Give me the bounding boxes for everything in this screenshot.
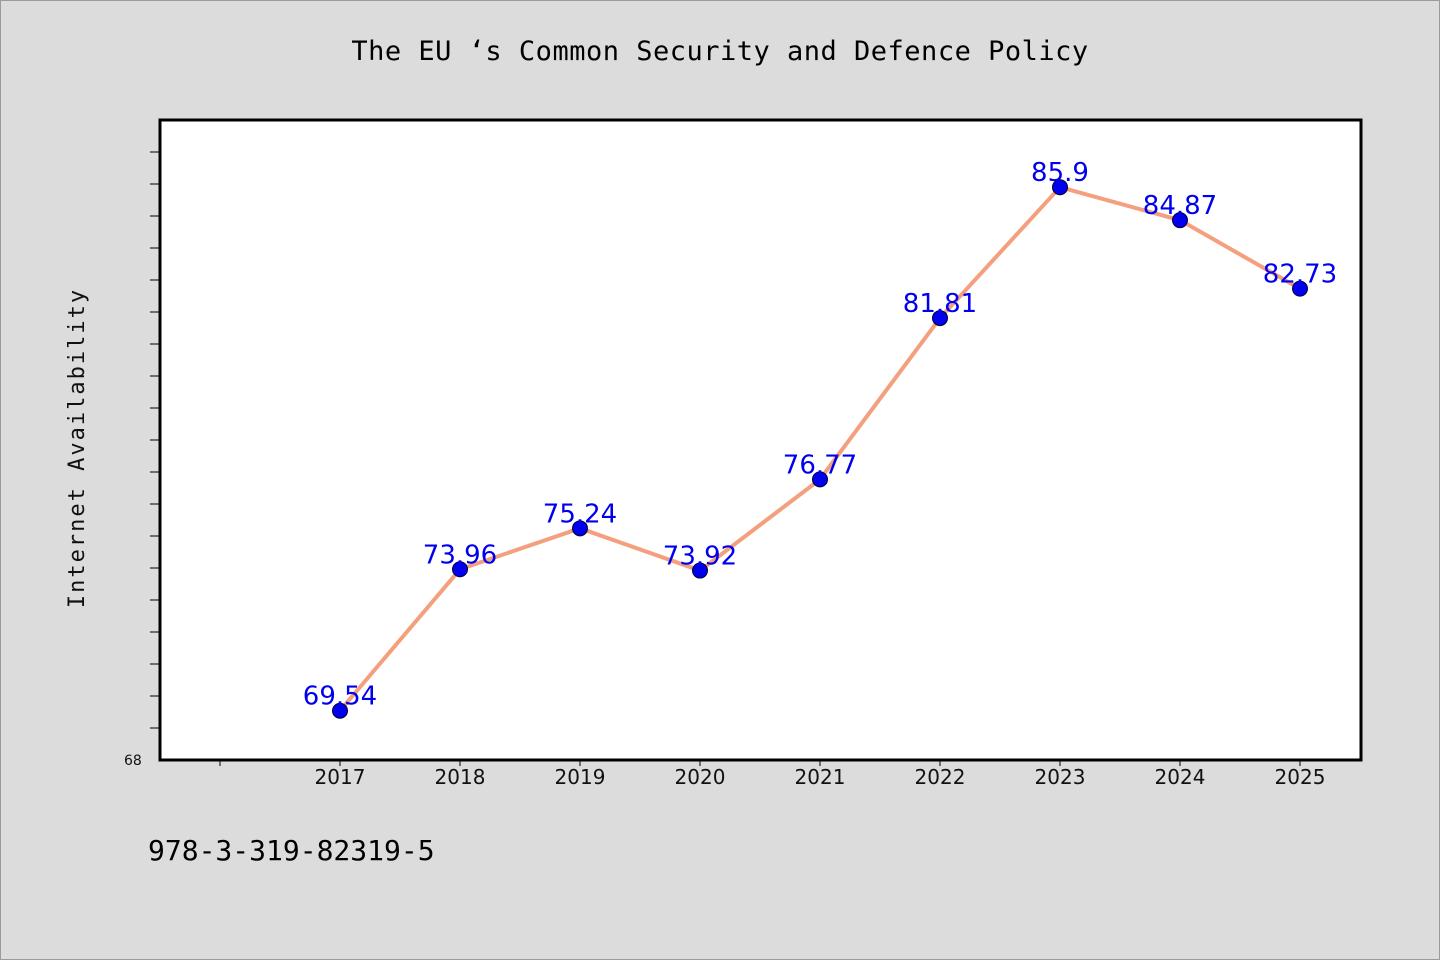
data-label: 73.92 — [663, 542, 737, 572]
x-tick-label: 2023 — [1035, 765, 1086, 789]
x-tick-label: 2022 — [915, 765, 966, 789]
x-tick-label: 2017 — [315, 765, 366, 789]
x-tick-label: 2018 — [435, 765, 486, 789]
data-label: 84.87 — [1143, 191, 1217, 221]
data-point — [1172, 212, 1188, 229]
data-point — [452, 561, 468, 578]
data-point — [812, 471, 828, 488]
data-point — [572, 520, 588, 537]
data-point — [932, 310, 948, 327]
series-markers — [332, 179, 1308, 719]
x-tick-label: 2025 — [1275, 765, 1326, 789]
data-point — [692, 562, 708, 579]
y-tick-label-min: 68 — [124, 753, 142, 769]
data-label: 69.54 — [303, 682, 377, 712]
data-label: 82.73 — [1263, 260, 1337, 290]
data-labels: 69.54 73.96 75.24 73.92 76.77 81.81 85.9 84.87 8… — [303, 158, 1337, 712]
x-axis-ticks: 2017 2018 2019 2020 2021 2022 2023 2024 2025 — [219, 760, 1326, 789]
data-point — [332, 702, 348, 719]
y-axis-ticks — [150, 151, 160, 729]
x-tick-label: 2021 — [795, 765, 846, 789]
data-label: 75.24 — [543, 499, 617, 529]
data-point — [1052, 179, 1068, 196]
x-tick-label: 2019 — [555, 765, 606, 789]
data-point — [1292, 280, 1308, 297]
x-tick-label: 2020 — [675, 765, 726, 789]
footer-note: 978-3-319-82319-5 — [148, 834, 435, 867]
x-tick-label: 2024 — [1155, 765, 1206, 789]
data-label: 81.81 — [903, 289, 977, 319]
plot-area — [158, 118, 1363, 762]
y-axis-label: Internet Availability — [65, 288, 90, 608]
data-label: 85.9 — [1031, 158, 1089, 188]
data-label: 76.77 — [783, 450, 857, 480]
chart-title: The EU ‘s Common Security and Defence Po… — [351, 36, 1089, 67]
data-label: 73.96 — [423, 540, 497, 570]
